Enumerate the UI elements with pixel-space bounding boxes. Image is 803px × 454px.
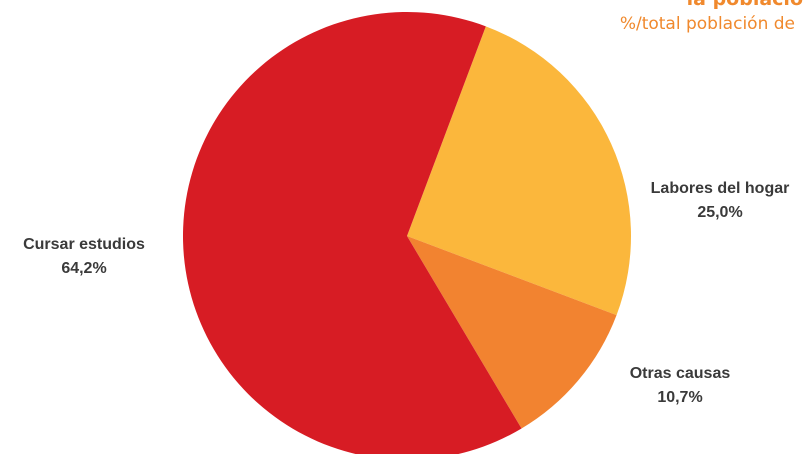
slice-label-cursar-estudios: Cursar estudios — [23, 236, 145, 253]
slice-label-labores-del-hogar: Labores del hogar — [651, 180, 790, 197]
slice-label-otras-causas: Otras causas — [630, 365, 731, 382]
pie-slices — [182, 12, 631, 454]
chart-subtitle: %/total población de — [619, 14, 795, 34]
pie-labels: Labores del hogar 25,0% Otras causas 10,7% C… — [23, 180, 789, 406]
pie-slice-labores-del-hogar — [407, 26, 631, 316]
slice-value-labores-del-hogar: 25,0% — [697, 204, 742, 221]
pie-slice-otras-causas — [407, 236, 617, 429]
slice-value-cursar-estudios: 64,2% — [61, 260, 106, 277]
pie-slice-cursar-estudios — [182, 12, 522, 454]
slice-value-otras-causas: 10,7% — [657, 389, 702, 406]
chart-title: la població — [687, 0, 803, 10]
